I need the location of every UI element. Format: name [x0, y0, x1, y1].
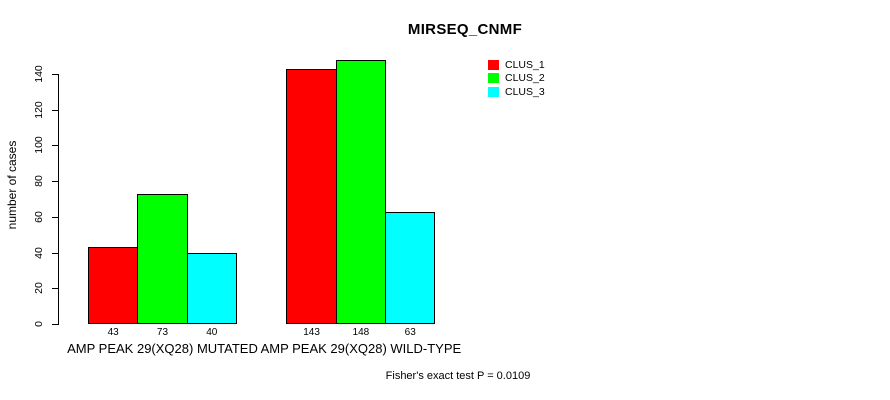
chart-title: MIRSEQ_CNMF: [407, 21, 523, 38]
legend-item: CLUS_1: [488, 58, 545, 71]
bar-value-label: 43: [107, 327, 119, 338]
y-tick-label: 100: [33, 136, 45, 155]
legend-swatch: [488, 86, 499, 97]
bar-clus_1-group2: [286, 68, 337, 324]
y-tick-mark: [52, 145, 58, 147]
y-tick-label: 80: [33, 175, 45, 187]
y-tick-label: 40: [33, 246, 45, 259]
y-tick-label: 140: [33, 65, 45, 83]
bar-value-label: 63: [404, 327, 416, 338]
y-axis-line: [58, 74, 59, 325]
legend-label: CLUS_1: [505, 58, 545, 71]
y-tick-mark: [52, 252, 58, 254]
bar-clus_3-group1: [186, 252, 237, 324]
legend-label: CLUS_2: [505, 72, 545, 84]
legend-swatch: [488, 59, 499, 70]
bar-clus_1-group1: [88, 247, 139, 324]
y-tick-mark: [52, 216, 58, 218]
y-axis-title: number of cases: [5, 140, 19, 230]
category-label: AMP PEAK 29(XQ28) MUTATED: [67, 341, 258, 356]
bar-value-label: 143: [303, 327, 320, 338]
y-tick-label: 0: [33, 321, 45, 327]
legend-item: CLUS_2: [488, 72, 545, 84]
bar-value-label: 148: [352, 327, 370, 338]
category-label: AMP PEAK 29(XQ28) WILD-TYPE: [260, 341, 462, 356]
bar-value-label: 40: [206, 327, 218, 338]
bar-clus_2-group1: [137, 193, 188, 324]
y-tick-label: 120: [33, 100, 45, 119]
bar-value-label: 73: [156, 327, 169, 338]
y-tick-mark: [52, 288, 58, 290]
legend: CLUS_1 CLUS_2 CLUS_3: [488, 59, 545, 100]
y-tick-mark: [52, 109, 58, 111]
legend-swatch: [488, 73, 499, 83]
pvalue-annotation: Fisher's exact test P = 0.0109: [385, 370, 531, 382]
y-tick-mark: [52, 324, 58, 325]
y-tick-label: 60: [33, 211, 45, 223]
y-tick-mark: [52, 181, 58, 183]
y-tick-mark: [52, 74, 58, 75]
legend-item: CLUS_3: [488, 85, 545, 98]
y-tick-label: 20: [33, 282, 45, 295]
legend-label: CLUS_3: [505, 85, 545, 98]
bar-clus_3-group2: [385, 211, 436, 324]
bar-clus_2-group2: [335, 59, 387, 324]
